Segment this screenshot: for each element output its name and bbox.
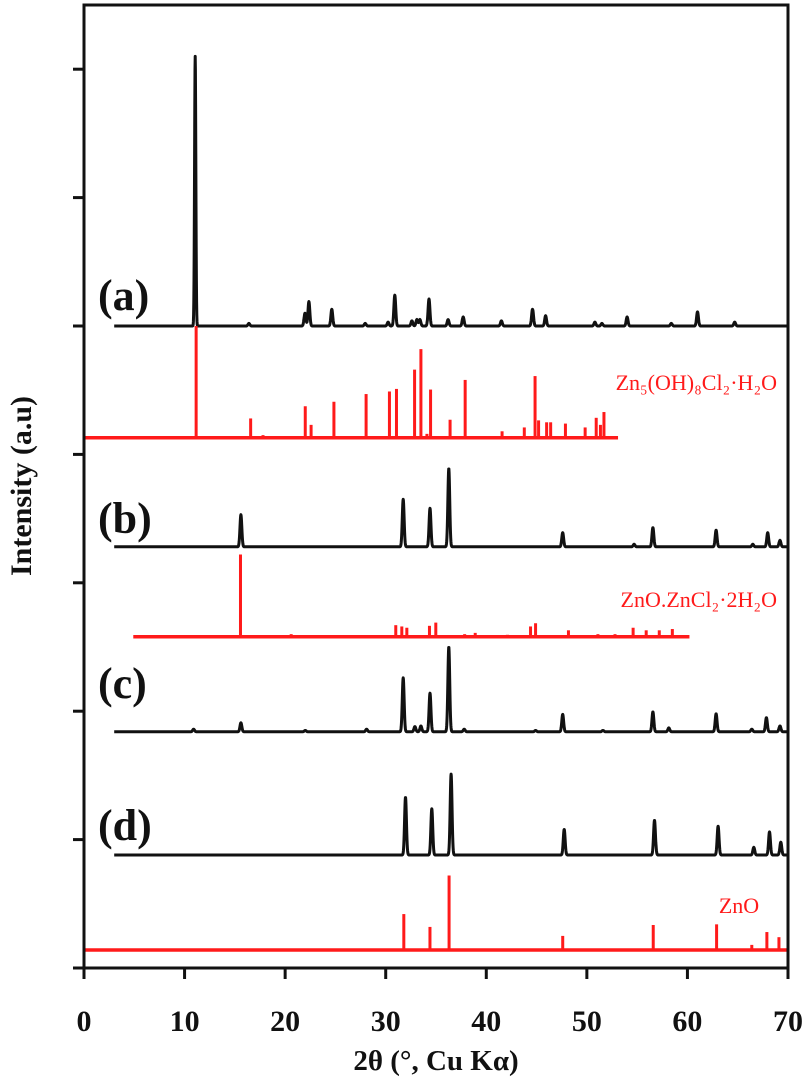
- x-axis-label: 2θ (°, Cu Kα): [353, 1045, 518, 1077]
- series-label-d: (d): [98, 801, 152, 850]
- x-tick-label: 70: [773, 1005, 803, 1038]
- pattern-line: [112, 467, 790, 549]
- series-label-b: (b): [98, 494, 152, 543]
- series-2-pattern: [112, 467, 790, 549]
- x-tick-label: 20: [270, 1005, 300, 1038]
- series-5-pattern: [112, 772, 790, 857]
- x-tick-label: 30: [371, 1005, 401, 1038]
- x-tick-label: 10: [170, 1005, 200, 1038]
- series-label-c: (c): [98, 659, 147, 708]
- x-tick-label: 40: [471, 1005, 501, 1038]
- series-1-reference: [84, 326, 619, 440]
- series-6-reference: [84, 875, 788, 952]
- pattern-line: [112, 54, 790, 328]
- series-0-pattern: [112, 54, 790, 328]
- y-axis-label: Intensity (a.u): [5, 396, 38, 576]
- pattern-line: [112, 772, 790, 857]
- x-tick-label: 0: [77, 1005, 92, 1038]
- series-3-reference: [133, 554, 690, 639]
- x-tick-label: 60: [672, 1005, 702, 1038]
- ticks-layer: 0 10 20 30 40 50 60 70: [73, 67, 803, 1038]
- traces-layer: [84, 54, 790, 952]
- series-label-a: (a): [98, 271, 149, 320]
- ref-label-zn5: Zn₅(OH)₈Cl₂·H₂O: [616, 370, 777, 395]
- plot-frame: [82, 3, 790, 970]
- pattern-line: [112, 646, 790, 734]
- ref-label-znozncl2: ZnO.ZnCl₂·2H₂O: [621, 587, 778, 612]
- series-4-pattern: [112, 646, 790, 734]
- x-tick-label: 50: [572, 1005, 602, 1038]
- ref-label-zno: ZnO: [719, 893, 759, 918]
